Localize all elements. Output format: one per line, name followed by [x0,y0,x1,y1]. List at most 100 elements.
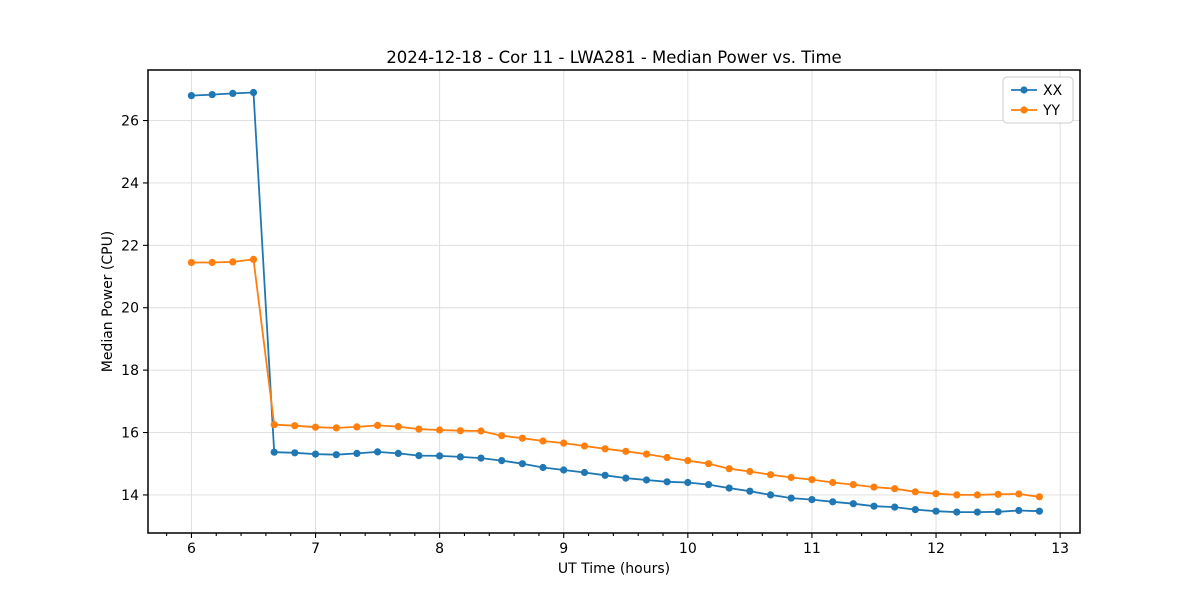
data-point-xx [249,88,258,97]
data-point-yy [394,423,402,431]
data-point-xx [539,463,547,472]
data-point-yy [291,422,299,430]
data-point-yy [332,424,340,432]
data-point-yy [270,421,278,429]
data-point-xx [684,478,692,487]
data-point-xx [787,494,795,502]
data-point-xx [601,471,609,479]
data-point-yy [870,483,878,491]
data-point-xx [663,478,671,486]
legend-marker [1020,106,1028,114]
x-tick-label: 8 [435,541,444,557]
data-point-xx [849,500,857,508]
data-point-yy [994,490,1002,498]
data-point-xx [560,466,568,474]
x-tick-label: 6 [187,541,196,557]
data-point-yy [849,481,857,489]
data-point-yy [787,473,795,482]
legend-label: XX [1043,83,1063,99]
data-point-yy [374,421,382,429]
data-point-xx [622,474,630,482]
data-point-yy [601,445,609,453]
data-point-xx [953,508,961,516]
data-point-xx [808,496,816,504]
x-tick-label: 12 [927,541,945,557]
data-point-xx [705,481,713,489]
data-point-xx [270,448,278,456]
data-point-yy [808,476,816,484]
data-point-xx [725,484,733,492]
data-point-yy [187,258,195,267]
data-point-xx [415,452,423,460]
data-point-yy [642,450,651,458]
data-point-xx [891,503,899,511]
data-point-yy [953,491,961,499]
data-point-yy [311,423,320,431]
x-tick-label: 11 [803,541,821,557]
data-point-yy [891,485,899,493]
data-point-xx [436,452,444,460]
data-point-yy [973,491,982,499]
data-point-yy [498,432,506,440]
x-tick-label: 7 [311,541,320,557]
grid [148,70,1080,533]
data-point-xx [911,506,919,514]
data-point-xx [829,498,837,506]
x-tick-label: 10 [679,541,697,557]
data-point-xx [291,449,299,457]
data-point-xx [767,491,775,499]
y-axis-label: Median Power (CPU) [100,231,116,373]
data-point-yy [725,465,733,473]
data-point-xx [1015,506,1023,515]
legend-label: YY [1042,103,1061,119]
data-point-xx [932,507,940,515]
data-point-yy [663,453,671,462]
data-point-xx [642,476,651,484]
data-point-xx [498,457,506,465]
series-yy [187,255,1043,501]
x-axis-label: UT Time (hours) [558,561,670,577]
data-point-yy [746,467,754,476]
data-point-xx [580,468,589,477]
x-tick-label: 13 [1051,541,1069,557]
data-point-yy [518,434,527,442]
data-point-xx [456,453,464,461]
data-point-xx [394,449,402,457]
data-point-yy [932,490,940,498]
y-tick-label: 14 [121,488,139,504]
plot-area [148,70,1080,533]
data-point-yy [684,457,692,465]
data-point-xx [311,450,320,458]
y-tick-label: 22 [121,238,139,254]
y-tick-label: 20 [121,301,139,317]
data-point-xx [518,460,527,468]
data-point-xx [229,89,237,97]
data-point-xx [374,448,382,456]
data-point-xx [994,508,1002,516]
y-tick-label: 18 [121,363,139,379]
x-tick-label: 9 [559,541,568,557]
legend-frame [1002,76,1074,124]
data-point-yy [705,460,713,468]
data-point-yy [249,255,258,263]
legend-entry-xx: XX [1011,83,1063,99]
data-point-yy [1035,493,1043,501]
axes-frame [147,69,1081,534]
data-point-yy [539,437,547,445]
data-point-xx [477,454,485,462]
data-point-yy [767,471,775,479]
chart-title: 2024-12-18 - Cor 11 - LWA281 - Median Po… [386,48,841,67]
data-point-yy [1015,490,1023,498]
data-point-yy [911,488,919,496]
data-point-yy [622,447,630,455]
y-tick-label: 24 [121,176,139,192]
data-point-xx [208,91,216,99]
data-point-xx [870,502,878,510]
data-point-xx [353,449,361,457]
data-point-yy [560,439,568,447]
data-point-xx [746,487,754,495]
data-point-yy [208,258,216,267]
series-xx [187,88,1043,516]
data-point-xx [332,451,340,459]
